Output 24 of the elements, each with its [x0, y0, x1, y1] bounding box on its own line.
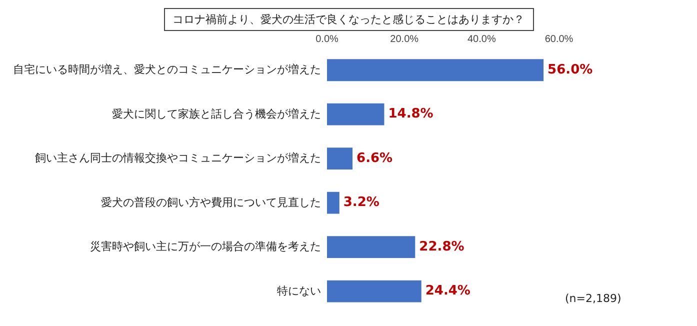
x-tick-label: 20.0% — [390, 34, 419, 45]
y-tick-label: 愛犬の普段の飼い方や費用について見直した — [101, 196, 321, 209]
chart-title: コロナ禍前より、愛犬の生活で良くなったと感じることはありますか？ — [164, 8, 534, 31]
x-tick-label: 60.0% — [544, 34, 574, 45]
data-label: 14.8% — [388, 106, 434, 122]
data-label: 6.6% — [356, 150, 393, 166]
y-tick-label: 愛犬に関して家族と話し合う機会が増えた — [112, 107, 321, 120]
bar — [327, 236, 416, 258]
bar — [327, 280, 422, 302]
x-tick-label: 0.0% — [316, 34, 339, 45]
data-label: 24.4% — [425, 284, 470, 299]
bar — [327, 192, 340, 214]
x-tick-label: 40.0% — [467, 34, 496, 45]
text: (n=2,189) — [565, 292, 622, 305]
y-tick-label: 飼い主さん同士の情報交換やコミュニケーションが増えた — [35, 152, 321, 165]
data-label: 3.2% — [343, 195, 380, 210]
data-label: 22.8% — [419, 239, 464, 254]
y-tick-label: 災害時や飼い主に万が一の場合の準備を考えた — [90, 240, 321, 254]
data-label: 56.0% — [548, 62, 593, 78]
bar — [327, 148, 353, 170]
bar — [327, 59, 544, 82]
y-tick-label: 特にない — [277, 285, 321, 298]
bar — [327, 103, 384, 126]
y-tick-label: 自宅にいる時間が増え、愛犬とのコミュニケーションが増えた — [13, 63, 321, 76]
